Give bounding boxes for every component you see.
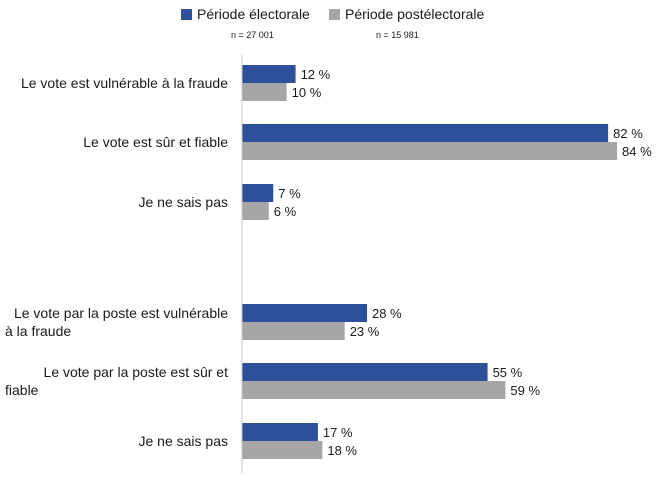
category-label: Le vote par la poste est sûr et — [44, 364, 229, 380]
legend-label-2: Période postélectorale — [345, 6, 485, 22]
value-label: 55 % — [493, 365, 523, 380]
legend-n-label-2: n = 15 981 — [376, 30, 419, 40]
value-label: 10 % — [292, 85, 322, 100]
value-label: 7 % — [278, 186, 301, 201]
value-label: 84 % — [622, 144, 652, 159]
value-label: 28 % — [372, 306, 402, 321]
legend-n-label-1: n = 27 001 — [231, 30, 274, 40]
legend-swatch-2 — [329, 9, 340, 20]
value-label: 23 % — [350, 324, 380, 339]
value-label: 6 % — [274, 204, 297, 219]
bar-postelectoral — [242, 83, 287, 101]
bar-postelectoral — [242, 202, 269, 220]
category-label: Le vote est sûr et fiable — [83, 134, 228, 150]
bar-electoral — [242, 184, 274, 202]
value-label: 18 % — [327, 443, 357, 458]
category-label: Je ne sais pas — [139, 433, 229, 449]
category-label: Le vote est vulnérable à la fraude — [21, 75, 228, 91]
category-label: Le vote par la poste est vulnérable — [14, 305, 228, 321]
bar-electoral — [242, 124, 609, 142]
bar-postelectoral — [242, 381, 506, 399]
value-labels: 12 % 10 % 82 % 84 % 7 % 6 % 28 % 23 % 55 % 59 % 17… — [274, 67, 652, 458]
bar-postelectoral — [242, 322, 345, 340]
bar-electoral — [242, 304, 368, 322]
legend: Période électorale n = 27 001 Période post… — [181, 6, 485, 40]
legend-swatch-1 — [181, 9, 192, 20]
bars — [242, 65, 618, 459]
bar-electoral — [242, 65, 296, 83]
value-label: 82 % — [613, 126, 643, 141]
value-label: 17 % — [323, 425, 353, 440]
category-label: fiable — [5, 382, 39, 398]
bar-postelectoral — [242, 441, 323, 459]
category-label: Je ne sais pas — [139, 194, 229, 210]
category-labels: Le vote est vulnérable à la fraude Le vot… — [5, 75, 228, 449]
value-label: 59 % — [510, 383, 540, 398]
bar-electoral — [242, 363, 488, 381]
bar-electoral — [242, 423, 318, 441]
category-label: à la fraude — [5, 323, 71, 339]
bar-postelectoral — [242, 142, 618, 160]
value-label: 12 % — [301, 67, 331, 82]
legend-label-1: Période électorale — [197, 6, 310, 22]
